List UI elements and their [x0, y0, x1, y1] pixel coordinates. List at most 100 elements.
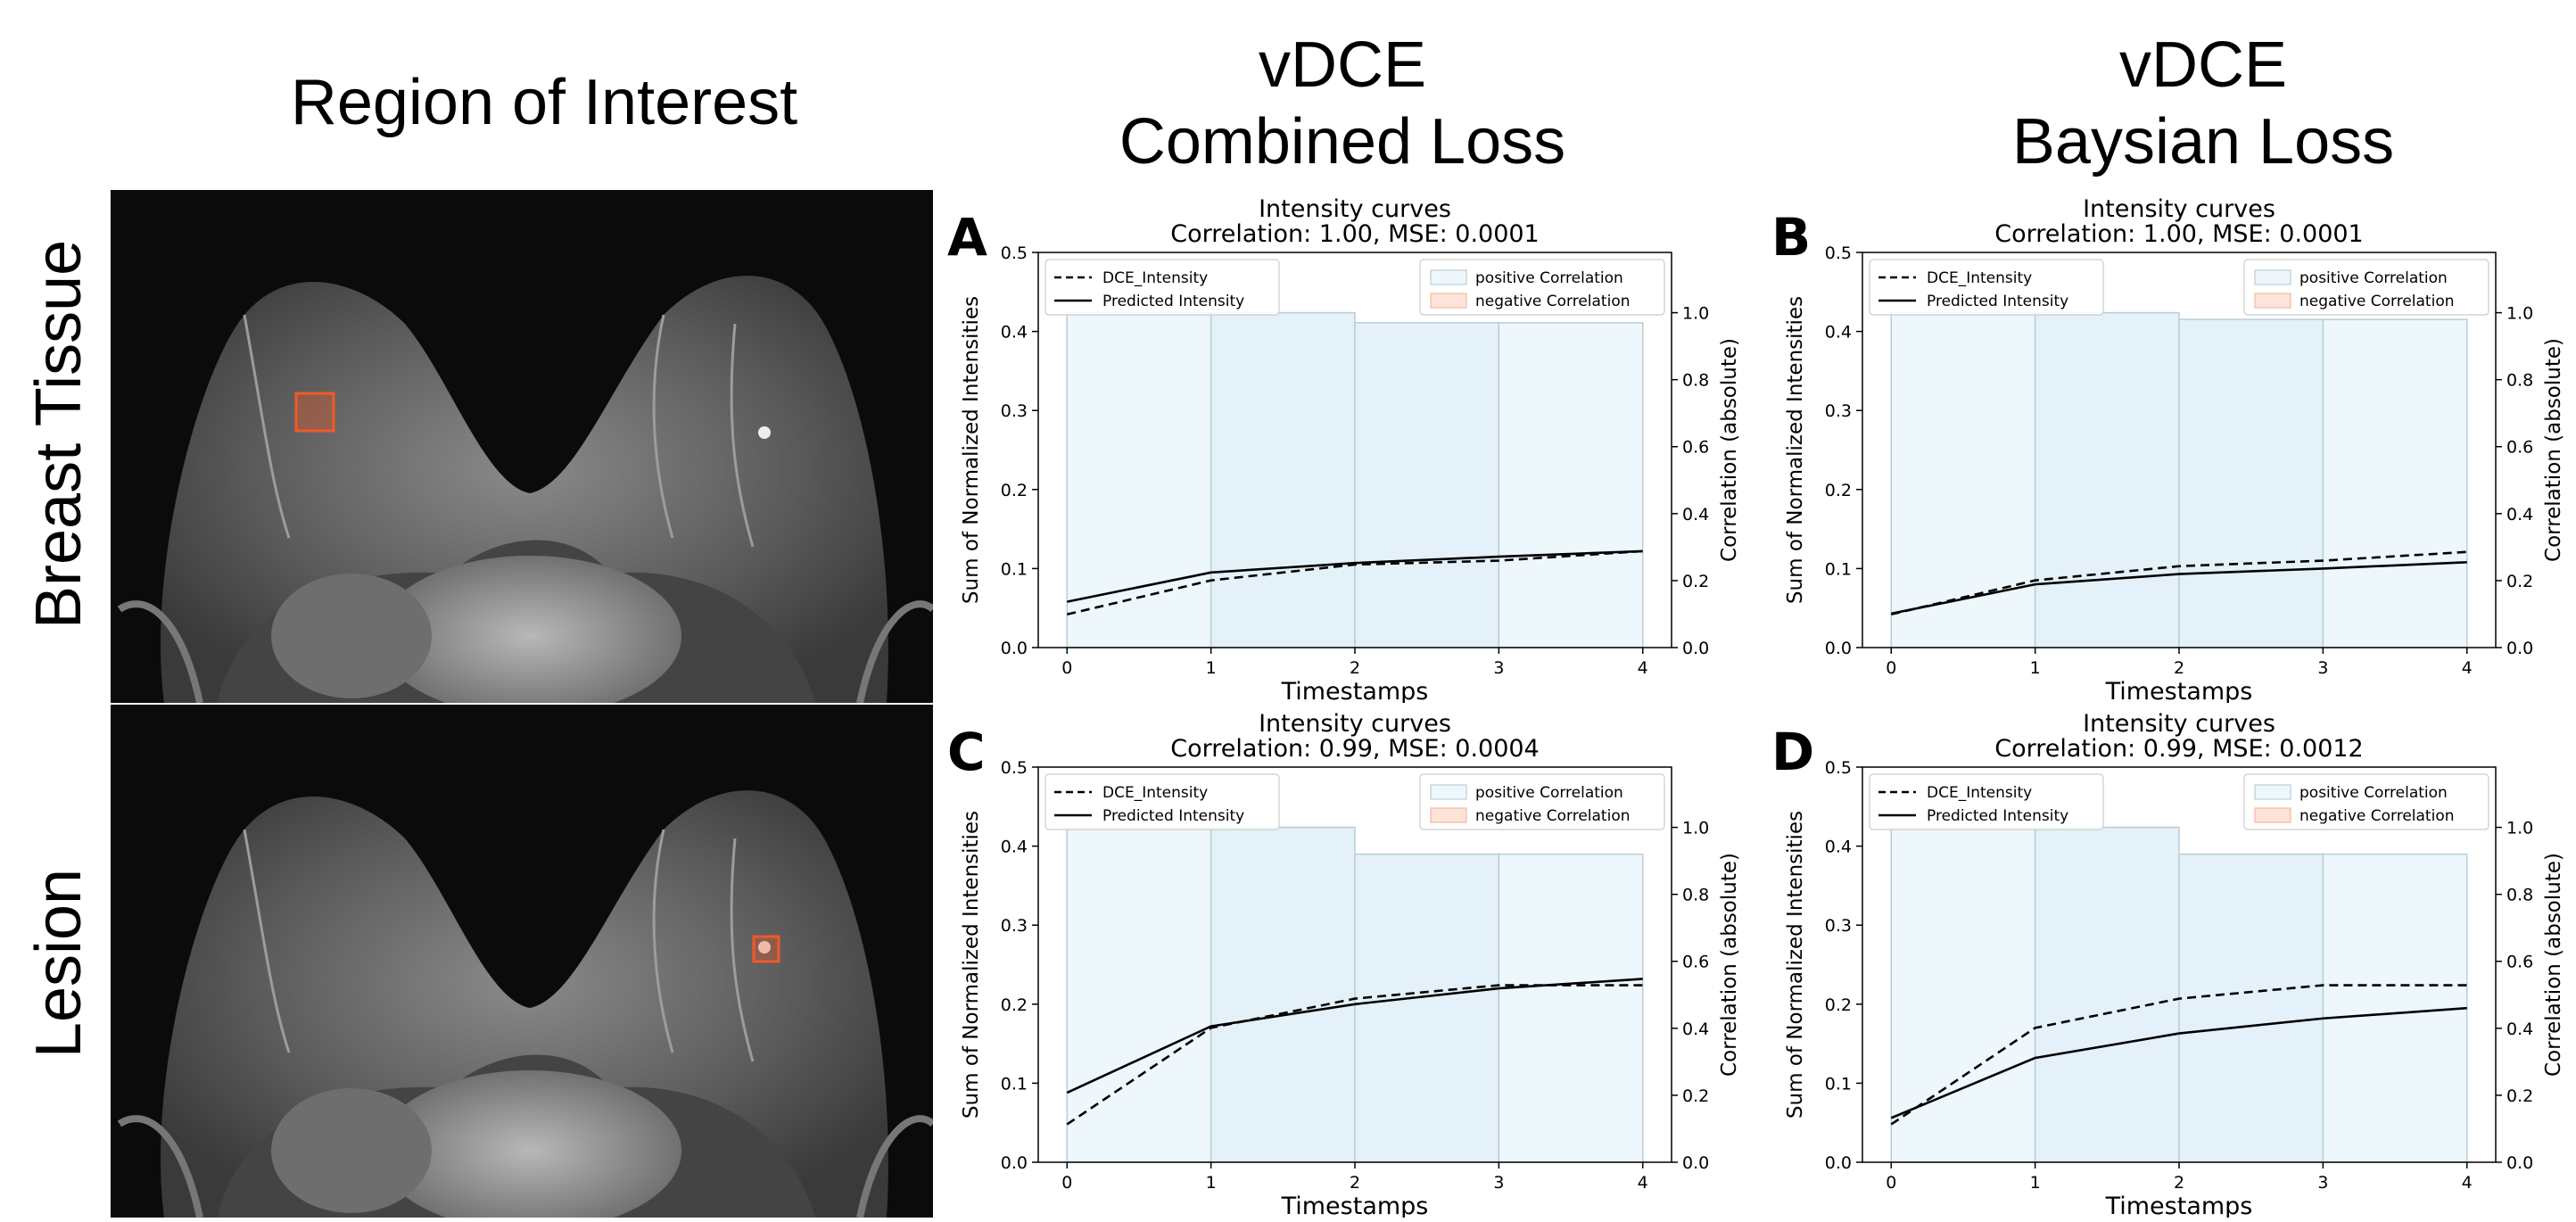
y2-tick-label: 0.0 — [1682, 1153, 1709, 1173]
y-tick-label: 0.0 — [1825, 1153, 1852, 1173]
x-tick-label: 3 — [1493, 1173, 1504, 1193]
series-line-predicted-intensity — [1891, 561, 2467, 615]
chart-subtitle: Correlation: 1.00, MSE: 0.0001 — [1170, 220, 1540, 248]
legend-patch — [1430, 807, 1467, 823]
legend-label: negative Correlation — [2299, 293, 2455, 310]
legend-right: positive Correlation negative Correlation — [2243, 259, 2489, 316]
chart-panel-a: A Intensity curves Correlation: 1.00, MSE:… — [940, 190, 1743, 706]
chart-title: Intensity curves — [2083, 710, 2275, 738]
series-line-dce-intensity — [1066, 984, 1643, 1126]
y-tick-label: 0.4 — [1001, 838, 1028, 857]
y-tick-label: 0.1 — [1825, 1074, 1852, 1094]
legend-left: DCE_Intensity Predicted Intensity — [1044, 259, 1280, 316]
x-tick-label: 4 — [2462, 658, 2473, 678]
x-axis-label: Timestamps — [2105, 1193, 2253, 1218]
legend-label: DCE_Intensity — [1927, 269, 2032, 287]
correlation-bar — [1210, 311, 1356, 648]
y2-tick-label: 0.0 — [2506, 1153, 2533, 1173]
legend-patch — [2254, 784, 2291, 800]
y2-tick-label: 0.4 — [1682, 1020, 1709, 1039]
series-line-dce-intensity — [1890, 984, 2467, 1126]
correlation-bar — [2178, 853, 2324, 1163]
y2-axis-label: Correlation (absolute) — [2542, 853, 2565, 1077]
legend-box — [1869, 259, 2104, 316]
correlation-bar — [2034, 311, 2180, 648]
y2-tick-label: 0.8 — [1682, 886, 1709, 905]
y2-tick-label: 1.0 — [1682, 304, 1709, 324]
chart-subtitle: Correlation: 0.99, MSE: 0.0012 — [1994, 735, 2364, 763]
x-tick-label: 2 — [2174, 1173, 2184, 1193]
y-tick-label: 0.4 — [1825, 323, 1852, 343]
correlation-bar — [1498, 853, 1644, 1163]
x-tick-label: 4 — [1638, 1173, 1648, 1193]
y-tick-label: 0.0 — [1825, 639, 1852, 658]
y2-axis-label: Correlation (absolute) — [2542, 338, 2565, 562]
combined-title-line1: vDCE — [1258, 29, 1426, 101]
y-axis-label: Sum of Normalized Intensities — [1784, 811, 1807, 1119]
y-tick-label: 0.0 — [1001, 639, 1028, 658]
y2-tick-label: 0.6 — [2506, 953, 2533, 972]
combined-title-line2: Combined Loss — [1119, 106, 1566, 178]
y-tick-label: 0.4 — [1001, 323, 1028, 343]
x-tick-label: 0 — [1061, 658, 1072, 678]
correlation-bar — [1498, 322, 1644, 648]
legend-box — [1419, 773, 1665, 830]
y2-tick-label: 0.2 — [2506, 1086, 2533, 1106]
y2-tick-label: 0.2 — [1682, 1086, 1709, 1106]
legend-patch — [2254, 807, 2291, 823]
correlation-bar — [1890, 826, 2036, 1163]
correlation-bar — [1066, 826, 1212, 1163]
series-line-dce-intensity — [1890, 550, 2467, 616]
chart-title: Intensity curves — [1259, 710, 1451, 738]
legend-label: negative Correlation — [1475, 293, 1631, 310]
legend-label: negative Correlation — [2299, 807, 2455, 825]
legend-left: DCE_Intensity Predicted Intensity — [1869, 259, 2104, 316]
legend-box — [1044, 773, 1280, 830]
legend-box — [1419, 259, 1665, 316]
y-tick-label: 0.5 — [1825, 758, 1852, 778]
breast-tissue-row-title: Breast Tissue — [23, 239, 95, 629]
y-tick-label: 0.2 — [1001, 995, 1028, 1015]
correlation-bar — [1354, 322, 1500, 648]
x-tick-label: 1 — [1206, 658, 1217, 678]
y2-tick-label: 0.4 — [1682, 505, 1709, 524]
y-tick-label: 0.2 — [1825, 995, 1852, 1015]
legend-box — [2243, 773, 2489, 830]
legend-label: DCE_Intensity — [1102, 269, 1208, 287]
legend-right: positive Correlation negative Correlation — [1419, 259, 1665, 316]
y2-tick-label: 0.6 — [2506, 438, 2533, 458]
x-axis-label: Timestamps — [1281, 678, 1429, 703]
chart-panel-d: D Intensity curves Correlation: 0.99, MSE:… — [1764, 705, 2567, 1220]
baysian-loss-column-title: vDCE Baysian Loss — [1909, 27, 2498, 180]
correlation-bar — [1354, 853, 1500, 1163]
y-tick-label: 0.1 — [1001, 559, 1028, 579]
y2-tick-label: 0.2 — [2506, 572, 2533, 591]
legend-patch — [1430, 293, 1467, 309]
panel-letter: C — [947, 722, 986, 782]
y-tick-label: 0.0 — [1001, 1153, 1028, 1173]
y2-tick-label: 0.4 — [2506, 505, 2533, 524]
series-line-predicted-intensity — [1066, 978, 1643, 1094]
y2-tick-label: 0.2 — [1682, 572, 1709, 591]
roi-column-title: Region of Interest — [290, 67, 798, 138]
legend-label: Predicted Intensity — [1927, 807, 2068, 825]
y2-tick-label: 0.4 — [2506, 1020, 2533, 1039]
y-tick-label: 0.2 — [1825, 481, 1852, 500]
y-tick-label: 0.5 — [1825, 244, 1852, 263]
y-axis-label: Sum of Normalized Intensities — [960, 811, 983, 1119]
series-line-dce-intensity — [1066, 549, 1643, 616]
legend-patch — [2254, 269, 2291, 285]
x-axis-label: Timestamps — [1281, 1193, 1429, 1218]
panel-letter: B — [1771, 207, 1811, 268]
legend-label: DCE_Intensity — [1102, 784, 1208, 802]
x-tick-label: 4 — [1638, 658, 1648, 678]
y2-tick-label: 0.0 — [2506, 639, 2533, 658]
baysian-title-line1: vDCE — [2118, 29, 2287, 101]
y-tick-label: 0.1 — [1825, 559, 1852, 579]
legend-label: Predicted Intensity — [1927, 293, 2068, 310]
x-tick-label: 4 — [2462, 1173, 2473, 1193]
y2-tick-label: 1.0 — [1682, 819, 1709, 838]
